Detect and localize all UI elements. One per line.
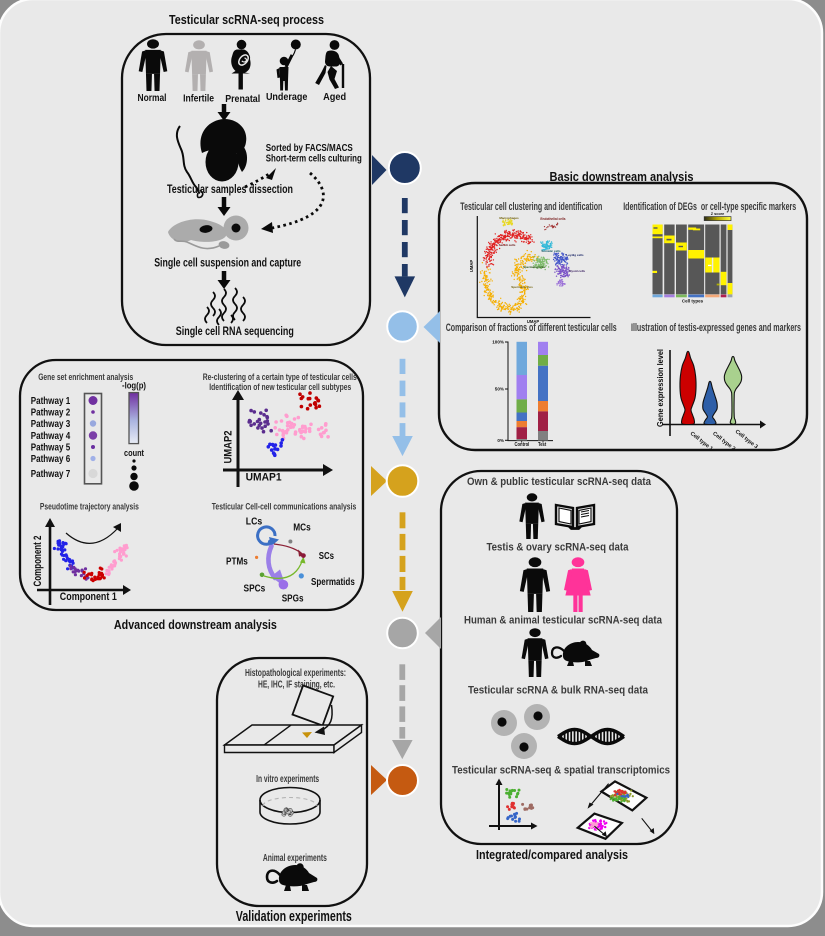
svg-text:Aged: Aged xyxy=(323,91,346,103)
svg-text:Spermatogonia: Spermatogonia xyxy=(523,265,545,269)
svg-text:Histopathological experiments:: Histopathological experiments: xyxy=(245,668,346,679)
svg-text:Pathway 3: Pathway 3 xyxy=(31,419,71,430)
svg-text:Sorted by FACS/MACS: Sorted by FACS/MACS xyxy=(266,143,353,154)
svg-text:Basic downstream analysis: Basic downstream analysis xyxy=(550,169,694,184)
svg-text:Re-clustering of a certain typ: Re-clustering of a certain type of testi… xyxy=(203,372,357,383)
svg-text:Testicular samples dissection: Testicular samples dissection xyxy=(167,182,293,196)
svg-text:count: count xyxy=(124,448,145,459)
svg-text:Animal experiments: Animal experiments xyxy=(263,853,327,864)
svg-text:Spermatids: Spermatids xyxy=(311,577,355,588)
svg-text:SPCs: SPCs xyxy=(244,584,266,595)
svg-text:UMAP1: UMAP1 xyxy=(246,472,282,484)
svg-text:Integrated/compared analysis: Integrated/compared analysis xyxy=(476,847,628,862)
svg-text:Cell types: Cell types xyxy=(682,299,704,304)
svg-text:Testis & ovary scRNA-seq data: Testis & ovary scRNA-seq data xyxy=(487,542,630,554)
svg-text:0%: 0% xyxy=(497,438,504,443)
svg-text:HE, IHC, IF staining, etc.: HE, IHC, IF staining, etc. xyxy=(258,680,335,691)
svg-text:100%: 100% xyxy=(492,340,504,345)
svg-text:Pseudotime trajectory analysis: Pseudotime trajectory analysis xyxy=(40,502,139,513)
svg-text:Control: Control xyxy=(515,442,530,448)
svg-text:UMAP2: UMAP2 xyxy=(223,431,235,464)
svg-text:MCs: MCs xyxy=(293,523,311,534)
svg-text:Testicular scRNA-seq process: Testicular scRNA-seq process xyxy=(169,13,324,27)
svg-text:Gene set enrichment analysis: Gene set enrichment analysis xyxy=(38,372,133,383)
svg-text:SCs: SCs xyxy=(319,551,335,562)
svg-text:Single cell RNA sequencing: Single cell RNA sequencing xyxy=(176,324,294,338)
svg-text:Somatic cells: Somatic cells xyxy=(541,249,561,253)
svg-text:Spermatocytes: Spermatocytes xyxy=(511,285,533,289)
svg-text:Testicular scRNA & bulk RNA-se: Testicular scRNA & bulk RNA-seq data xyxy=(468,685,649,697)
svg-text:Underage: Underage xyxy=(266,91,308,103)
svg-text:Pathway 4: Pathway 4 xyxy=(31,431,71,442)
svg-text:Z score: Z score xyxy=(711,212,725,216)
svg-text:Myoid cells: Myoid cells xyxy=(569,269,586,273)
svg-text:-log(p): -log(p) xyxy=(122,381,146,392)
svg-text:Illustration of testis-express: Illustration of testis-expressed genes a… xyxy=(631,322,801,334)
svg-text:Identification of DEGs or cel: Identification of DEGs or cell-type spec… xyxy=(623,201,796,213)
svg-text:Gene expression level: Gene expression level xyxy=(656,349,665,427)
svg-text:Validation experiments: Validation experiments xyxy=(236,909,352,925)
svg-text:Pathway 1: Pathway 1 xyxy=(31,396,71,407)
svg-text:Pathway 5: Pathway 5 xyxy=(31,443,71,454)
svg-text:Macrophages: Macrophages xyxy=(499,216,519,220)
svg-text:Leydig cells: Leydig cells xyxy=(566,253,584,257)
svg-text:Testicular cell clustering and: Testicular cell clustering and identific… xyxy=(460,201,602,213)
svg-text:Pathway 7: Pathway 7 xyxy=(31,469,71,480)
svg-text:PTMs: PTMs xyxy=(226,557,248,568)
svg-text:Endothelial cells: Endothelial cells xyxy=(540,217,565,221)
svg-text:Comparison of fractions of dif: Comparison of fractions of different tes… xyxy=(446,322,617,334)
svg-text:Single cell suspension and cap: Single cell suspension and capture xyxy=(154,256,301,270)
svg-text:SPGs: SPGs xyxy=(282,594,304,605)
svg-text:Short-term cells culturing: Short-term cells culturing xyxy=(266,154,362,165)
svg-text:Human & animal testicular scRN: Human & animal testicular scRNA-seq data xyxy=(464,615,663,627)
svg-text:Testicular Cell-cell communica: Testicular Cell-cell communications anal… xyxy=(212,502,357,513)
svg-text:Testicular scRNA-seq & spatial: Testicular scRNA-seq & spatial transcrip… xyxy=(452,765,670,777)
svg-text:Advanced downstream analysis: Advanced downstream analysis xyxy=(114,617,277,632)
svg-text:Prenatal: Prenatal xyxy=(225,93,260,105)
svg-text:In vitro experiments: In vitro experiments xyxy=(256,774,319,785)
svg-text:UMAP: UMAP xyxy=(527,319,540,324)
svg-text:Component 2: Component 2 xyxy=(32,536,44,587)
svg-text:LCs: LCs xyxy=(246,517,263,528)
svg-text:Sertoli cells: Sertoli cells xyxy=(499,243,516,247)
svg-text:Identification of new testicul: Identification of new testicular cell su… xyxy=(209,382,351,393)
svg-text:Pathway 6: Pathway 6 xyxy=(31,454,71,465)
svg-text:Component 1: Component 1 xyxy=(60,591,117,603)
svg-text:Test: Test xyxy=(538,442,546,448)
svg-text:UMAP: UMAP xyxy=(469,260,474,273)
svg-text:Own & public testicular scRNA-: Own & public testicular scRNA-seq data xyxy=(467,476,652,488)
svg-text:Pathway 2: Pathway 2 xyxy=(31,408,71,419)
svg-text:Normal: Normal xyxy=(138,92,167,104)
svg-text:Infertile: Infertile xyxy=(183,93,214,105)
svg-text:50%: 50% xyxy=(495,387,504,392)
